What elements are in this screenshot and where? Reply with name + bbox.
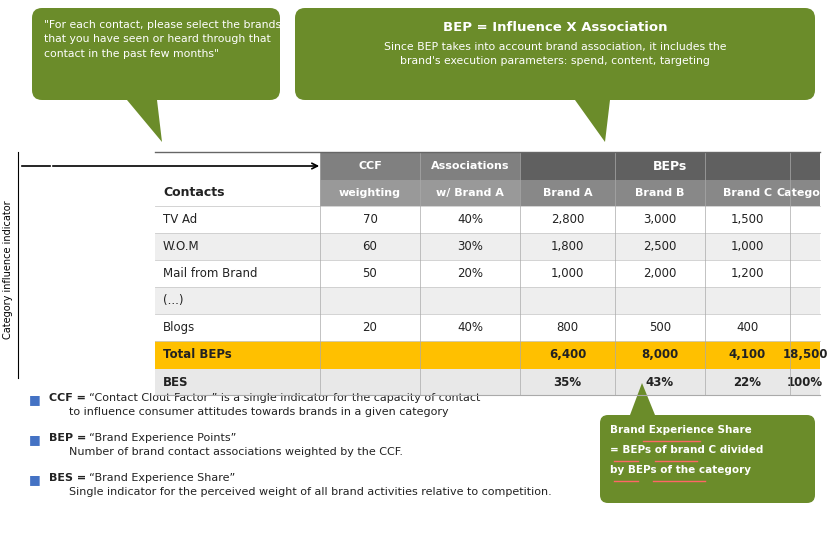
Text: 30%: 30% (457, 240, 482, 253)
Text: 22%: 22% (733, 375, 761, 388)
Text: 40%: 40% (457, 321, 482, 334)
Text: 60: 60 (362, 240, 377, 253)
Text: Total BEPs: Total BEPs (163, 348, 232, 361)
Text: "For each contact, please select the brands
that you have seen or heard through : "For each contact, please select the bra… (44, 20, 281, 59)
Text: 3,000: 3,000 (643, 213, 676, 226)
FancyBboxPatch shape (155, 260, 819, 287)
Text: CCF: CCF (358, 161, 381, 171)
Text: 1,800: 1,800 (550, 240, 584, 253)
Text: 400: 400 (735, 321, 758, 334)
FancyBboxPatch shape (519, 180, 614, 206)
FancyBboxPatch shape (789, 180, 819, 206)
Text: 1,500: 1,500 (730, 213, 763, 226)
Text: w/ Brand A: w/ Brand A (436, 188, 504, 198)
Text: W.O.M: W.O.M (163, 240, 199, 253)
Polygon shape (629, 383, 654, 415)
Polygon shape (127, 100, 162, 142)
Text: (...): (...) (163, 294, 184, 307)
Text: 40%: 40% (457, 213, 482, 226)
Text: to influence consumer attitudes towards brands in a given category: to influence consumer attitudes towards … (69, 407, 448, 417)
Text: Blogs: Blogs (163, 321, 195, 334)
Text: 100%: 100% (786, 375, 822, 388)
Text: BEPs: BEPs (652, 159, 686, 172)
Text: Brand B: Brand B (634, 188, 684, 198)
FancyBboxPatch shape (704, 180, 789, 206)
Text: 6,400: 6,400 (548, 348, 586, 361)
Text: Number of brand contact associations weighted by the CCF.: Number of brand contact associations wei… (69, 447, 403, 457)
Text: 2,800: 2,800 (550, 213, 584, 226)
Text: ■: ■ (29, 433, 41, 446)
FancyBboxPatch shape (614, 180, 704, 206)
Text: 20: 20 (362, 321, 377, 334)
Text: Category: Category (776, 188, 827, 198)
Text: TV Ad: TV Ad (163, 213, 197, 226)
Text: Since BEP takes into account brand association, it includes the
brand's executio: Since BEP takes into account brand assoc… (383, 42, 725, 66)
Text: by BEPs of the category: by BEPs of the category (609, 465, 750, 475)
Text: ■: ■ (29, 393, 41, 406)
Text: “Brand Experience Points”: “Brand Experience Points” (88, 433, 236, 443)
FancyBboxPatch shape (600, 415, 814, 503)
Text: 8,000: 8,000 (641, 348, 678, 361)
Text: ■: ■ (29, 473, 41, 486)
Text: 500: 500 (648, 321, 670, 334)
FancyBboxPatch shape (319, 152, 819, 180)
Text: 50: 50 (362, 267, 377, 280)
FancyBboxPatch shape (319, 180, 819, 206)
Text: Category influence indicator: Category influence indicator (3, 201, 13, 339)
Text: Brand C: Brand C (722, 188, 771, 198)
Text: Brand A: Brand A (542, 188, 591, 198)
Text: 1,200: 1,200 (730, 267, 763, 280)
Text: Contacts: Contacts (163, 186, 224, 199)
Text: 2,000: 2,000 (643, 267, 676, 280)
FancyBboxPatch shape (155, 341, 819, 369)
Text: Brand Experience Share: Brand Experience Share (609, 425, 751, 435)
Text: weighting: weighting (338, 188, 400, 198)
Text: BEP =: BEP = (49, 433, 86, 443)
Text: 4,100: 4,100 (728, 348, 765, 361)
Text: “Contact Clout Factor ” is a single indicator for the capacity of contact: “Contact Clout Factor ” is a single indi… (88, 393, 480, 403)
Polygon shape (574, 100, 609, 142)
Text: 2,500: 2,500 (643, 240, 676, 253)
Text: CCF =: CCF = (49, 393, 86, 403)
FancyBboxPatch shape (155, 369, 819, 395)
Text: Associations: Associations (430, 161, 509, 171)
Text: 70: 70 (362, 213, 377, 226)
Text: “Brand Experience Share”: “Brand Experience Share” (88, 473, 235, 483)
Text: Mail from Brand: Mail from Brand (163, 267, 257, 280)
Text: 1,000: 1,000 (730, 240, 763, 253)
Text: Single indicator for the perceived weight of all brand activities relative to co: Single indicator for the perceived weigh… (69, 487, 551, 497)
FancyBboxPatch shape (155, 206, 819, 233)
FancyBboxPatch shape (155, 233, 819, 260)
Text: 35%: 35% (552, 375, 581, 388)
Text: 1,000: 1,000 (550, 267, 584, 280)
FancyBboxPatch shape (294, 8, 814, 100)
Text: BEP = Influence X Association: BEP = Influence X Association (442, 21, 667, 34)
Text: 800: 800 (556, 321, 578, 334)
Text: = BEPs of brand C divided: = BEPs of brand C divided (609, 445, 762, 455)
Text: BES =: BES = (49, 473, 86, 483)
FancyBboxPatch shape (519, 152, 819, 180)
Text: 20%: 20% (457, 267, 482, 280)
FancyBboxPatch shape (32, 8, 280, 100)
FancyBboxPatch shape (155, 287, 819, 314)
Text: 18,500: 18,500 (782, 348, 827, 361)
Text: BES: BES (163, 375, 189, 388)
FancyBboxPatch shape (155, 314, 819, 341)
Text: 43%: 43% (645, 375, 673, 388)
